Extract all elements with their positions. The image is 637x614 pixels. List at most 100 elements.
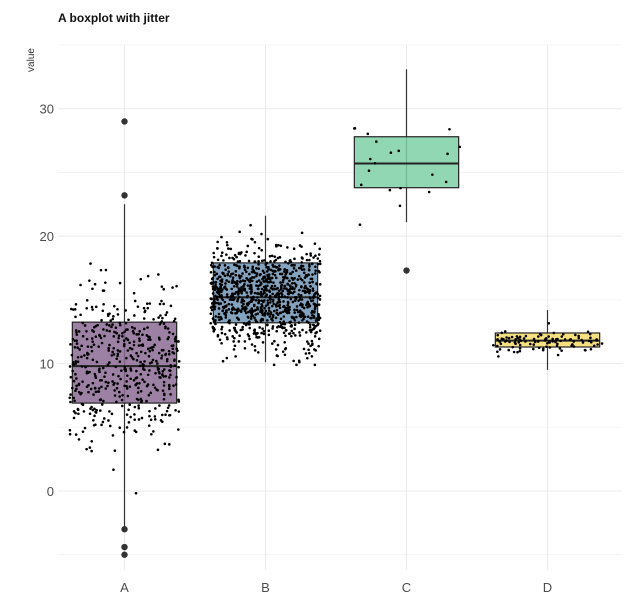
jitter-point-B: [263, 311, 267, 315]
jitter-point-A: [102, 417, 106, 420]
jitter-point-B: [309, 254, 313, 257]
jitter-point-D: [498, 340, 501, 343]
jitter-point-A: [104, 371, 107, 375]
jitter-point-B: [308, 263, 311, 266]
jitter-point-B: [213, 273, 217, 277]
jitter-point-A: [116, 340, 120, 344]
jitter-point-B: [317, 344, 320, 348]
jitter-point-A: [150, 432, 153, 436]
jitter-point-A: [88, 446, 92, 449]
jitter-point-B: [318, 316, 321, 320]
jitter-point-B: [260, 259, 264, 263]
jitter-point-A: [77, 390, 81, 394]
jitter-point-A: [111, 350, 114, 354]
jitter-point-B: [237, 340, 241, 343]
jitter-point-B: [243, 289, 247, 292]
jitter-point-B: [274, 348, 278, 351]
jitter-point-A: [81, 321, 85, 325]
jitter-point-D: [518, 347, 522, 350]
jitter-point-B: [225, 241, 229, 244]
jitter-point-B: [260, 287, 264, 291]
jitter-point-B: [220, 283, 224, 287]
jitter-point-B: [272, 302, 276, 306]
jitter-point-A: [90, 439, 94, 443]
jitter-point-A: [161, 373, 164, 376]
jitter-point-B: [246, 301, 250, 305]
jitter-point-A: [146, 306, 150, 310]
jitter-point-B: [282, 331, 286, 335]
jitter-point-D: [524, 340, 527, 343]
jitter-point-A: [70, 386, 74, 390]
jitter-point-B: [279, 244, 283, 248]
jitter-point-A: [100, 318, 103, 322]
jitter-point-A: [147, 354, 151, 358]
jitter-point-B: [271, 269, 275, 273]
jitter-point-A: [126, 328, 129, 331]
jitter-point-B: [305, 303, 308, 307]
jitter-point-B: [318, 294, 322, 298]
jitter-point-D: [554, 337, 558, 341]
jitter-point-A: [139, 360, 142, 364]
jitter-point-B: [229, 296, 233, 299]
jitter-point-B: [298, 288, 301, 292]
jitter-point-B: [304, 352, 308, 355]
jitter-point-A: [74, 315, 77, 319]
jitter-point-B: [314, 349, 318, 352]
jitter-point-B: [214, 294, 217, 298]
jitter-point-A: [138, 364, 142, 368]
jitter-point-A: [112, 353, 116, 356]
jitter-point-A: [74, 303, 78, 306]
jitter-point-D: [547, 335, 551, 338]
jitter-point-A: [147, 338, 150, 342]
jitter-point-B: [257, 301, 260, 305]
jitter-point-A: [96, 390, 100, 393]
jitter-point-D: [546, 341, 549, 345]
jitter-point-B: [214, 315, 218, 318]
jitter-point-A: [76, 346, 79, 349]
jitter-point-B: [209, 312, 213, 316]
jitter-point-B: [267, 329, 271, 332]
jitter-point-B: [227, 302, 231, 306]
jitter-point-D: [497, 355, 500, 358]
jitter-point-C: [389, 151, 393, 155]
jitter-point-B: [284, 334, 287, 338]
jitter-point-A: [167, 349, 171, 353]
jitter-point-B: [244, 254, 247, 257]
jitter-point-A: [107, 349, 111, 352]
jitter-point-B: [282, 315, 286, 318]
jitter-point-A: [86, 345, 90, 348]
jitter-point-D: [532, 337, 536, 341]
jitter-point-B: [217, 291, 220, 295]
jitter-point-A: [170, 344, 174, 348]
jitter-point-B: [290, 325, 293, 328]
jitter-point-B: [243, 268, 247, 272]
jitter-point-B: [260, 331, 263, 335]
jitter-point-A: [94, 411, 98, 414]
jitter-point-B: [286, 282, 289, 286]
jitter-point-B: [225, 293, 229, 296]
jitter-point-A: [152, 317, 155, 321]
jitter-point-A: [130, 325, 134, 329]
jitter-point-A: [143, 309, 147, 313]
jitter-point-A: [106, 312, 110, 316]
jitter-point-A: [122, 344, 126, 348]
jitter-point-B: [213, 305, 217, 308]
jitter-point-A: [144, 351, 147, 355]
jitter-point-A: [138, 329, 142, 333]
jitter-point-B: [308, 325, 312, 329]
jitter-point-B: [297, 310, 301, 314]
jitter-point-A: [142, 363, 145, 367]
jitter-point-B: [238, 230, 241, 234]
jitter-point-A: [142, 317, 146, 320]
jitter-point-B: [260, 232, 263, 236]
jitter-point-B: [219, 286, 223, 289]
jitter-point-A: [160, 354, 164, 357]
jitter-point-B: [299, 294, 303, 297]
jitter-point-B: [246, 294, 249, 298]
jitter-point-A: [115, 331, 119, 335]
jitter-point-A: [123, 365, 127, 369]
jitter-point-A: [174, 383, 178, 386]
jitter-point-B: [225, 288, 229, 291]
jitter-point-B: [234, 355, 237, 358]
jitter-point-A: [122, 339, 126, 342]
